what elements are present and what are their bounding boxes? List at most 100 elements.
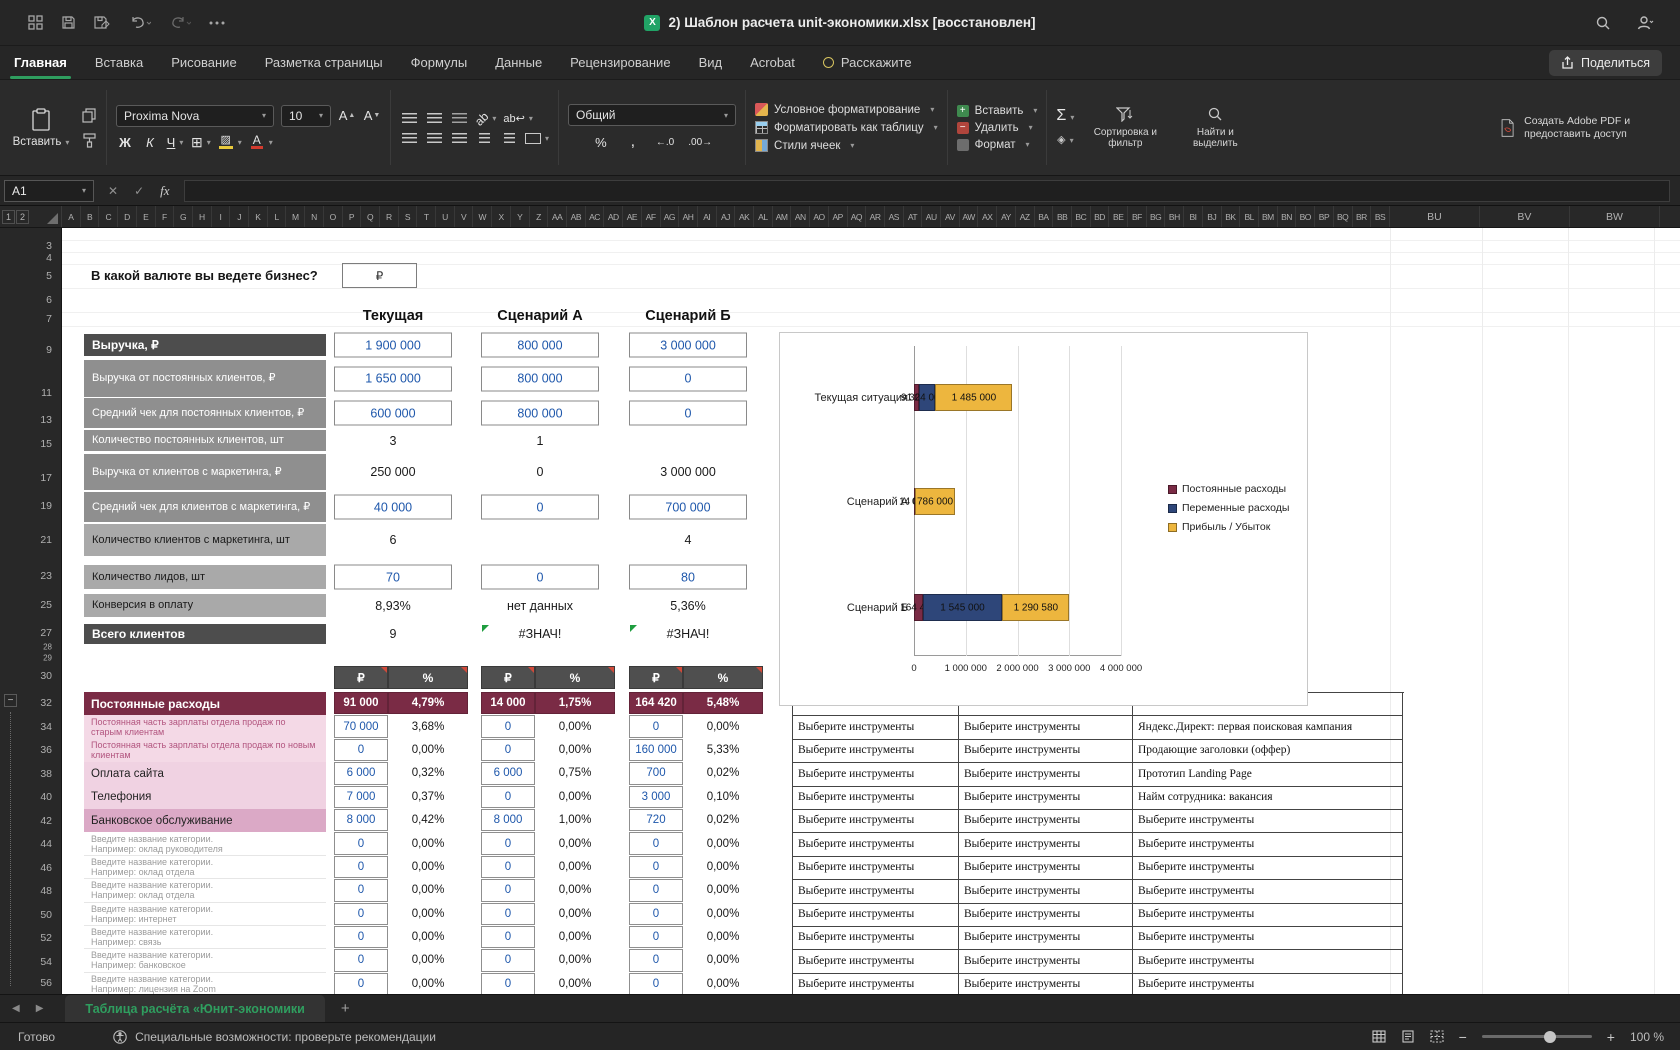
column-header[interactable]: AG [661, 206, 680, 227]
tools-cell-a[interactable]: Выберите инструменты [959, 786, 1133, 810]
column-header[interactable]: AD [604, 206, 624, 227]
cell-scenario-a[interactable]: 0 [536, 465, 544, 479]
row-header[interactable]: 34 [40, 721, 52, 733]
tools-cell-b[interactable]: Выберите инструменты [1133, 903, 1403, 927]
expense-rub-b[interactable]: 0 [629, 879, 683, 902]
column-header[interactable]: BK [1222, 206, 1241, 227]
column-header[interactable]: W [473, 206, 493, 227]
expense-rub-a[interactable]: 0 [481, 738, 535, 762]
cell-scenario-b[interactable]: 700 000 [629, 494, 747, 520]
column-header[interactable]: V [455, 206, 474, 227]
outline-collapse-button[interactable]: − [4, 694, 17, 707]
column-header[interactable]: L [268, 206, 287, 227]
row-header[interactable]: 21 [40, 534, 52, 546]
comma-style-button[interactable]: , [630, 133, 636, 150]
spreadsheet-grid[interactable]: В какой валюте вы ведете бизнес? ₽ Текущ… [62, 228, 1680, 994]
expense-rub-b[interactable]: 0 [629, 832, 683, 855]
formula-input[interactable] [183, 179, 1670, 202]
cell-scenario-b[interactable]: 0 [629, 366, 747, 391]
column-header[interactable]: BN [1278, 206, 1297, 227]
expense-pct-b[interactable]: 0,00% [706, 954, 740, 967]
zoom-out-button[interactable]: − [1458, 1028, 1467, 1045]
tools-cell-current[interactable]: Выберите инструменты [793, 786, 959, 810]
row-label[interactable]: Всего клиентов [84, 624, 326, 644]
clear-button[interactable]: ◈ ▾ [1057, 134, 1074, 146]
font-color-button[interactable]: А ▾ [250, 133, 273, 149]
column-header[interactable]: AM [773, 206, 792, 227]
tools-cell-b[interactable]: Выберите инструменты [1133, 833, 1403, 857]
expense-label-cell[interactable]: Введите название категории. Например: ок… [84, 855, 326, 880]
row-header[interactable]: 56 [40, 977, 52, 989]
column-header[interactable]: O [324, 206, 343, 227]
decrease-indent-icon[interactable] [475, 132, 493, 144]
expense-pct-b[interactable]: 0,00% [706, 720, 740, 733]
cell-current[interactable]: 250 000 [370, 465, 416, 479]
row-label[interactable]: Средний чек для постоянных клиентов, ₽ [84, 398, 326, 428]
delete-cells-button[interactable]: − Удалить ▾ [956, 121, 1038, 134]
column-header[interactable]: AC [586, 206, 605, 227]
column-header[interactable]: E [137, 206, 156, 227]
expense-rub-a[interactable]: 8 000 [481, 808, 535, 832]
expense-pct-current[interactable]: 0,00% [411, 860, 445, 873]
ribbon-tab[interactable]: Расскажите [809, 46, 926, 80]
expense-pct-b[interactable]: 0,02% [706, 767, 740, 780]
increase-indent-icon[interactable] [500, 132, 518, 144]
sheet-tab-active[interactable]: Таблица расчёта «Юнит-экономики [65, 994, 325, 1023]
expense-pct-a[interactable]: 1,00% [558, 814, 592, 827]
conditional-formatting-button[interactable]: Условное форматирование ▾ [755, 103, 938, 116]
expense-rub-a[interactable]: 0 [481, 855, 535, 879]
expense-rub-current[interactable]: 0 [334, 949, 388, 972]
italic-button[interactable]: К [146, 134, 154, 150]
expense-pct-a[interactable]: 0,00% [558, 931, 592, 944]
column-header[interactable]: AX [978, 206, 998, 227]
row-header[interactable]: 40 [40, 791, 52, 803]
row-label[interactable]: Количество лидов, шт [84, 565, 326, 589]
column-header[interactable]: D [118, 206, 137, 227]
expense-pct-a[interactable]: 0,00% [558, 977, 592, 990]
cell-current[interactable]: 6 [389, 533, 397, 547]
expense-rub-current[interactable]: 91 000 [334, 692, 388, 715]
row-header[interactable]: 7 [46, 313, 52, 325]
expense-pct-b[interactable]: 0,00% [706, 977, 740, 990]
row-header[interactable]: 50 [40, 909, 52, 921]
column-header[interactable]: BQ [1334, 206, 1353, 227]
ribbon-tab[interactable]: Разметка страницы [264, 55, 383, 70]
header-rub-a[interactable]: ₽ [481, 666, 535, 689]
expense-rub-a[interactable]: 0 [481, 925, 535, 949]
orientation-button[interactable]: ab ▾ [472, 108, 497, 129]
column-header[interactable]: Y [511, 206, 530, 227]
column-header[interactable]: P [343, 206, 362, 227]
column-header[interactable]: S [399, 206, 418, 227]
zoom-level-label[interactable]: 100 % [1629, 1029, 1664, 1044]
find-select-button[interactable]: Найти и выделить [1176, 106, 1254, 150]
wrap-text-button[interactable]: ab↩ ▾ [503, 113, 533, 125]
row-header[interactable]: 13 [40, 414, 52, 426]
insert-function-icon[interactable]: fx [160, 182, 170, 198]
row-header[interactable]: 23 [40, 570, 52, 582]
expense-label-cell[interactable]: Введите название категории. Например: ин… [84, 902, 326, 926]
format-cells-button[interactable]: Формат ▾ [956, 138, 1038, 151]
undo-icon[interactable] [129, 16, 151, 30]
expense-rub-a[interactable]: 0 [481, 949, 535, 972]
column-header[interactable]: BR [1353, 206, 1372, 227]
expense-pct-a[interactable]: 1,75% [535, 692, 615, 715]
header-rub-b[interactable]: ₽ [629, 666, 683, 689]
tools-cell-a[interactable]: Выберите инструменты [959, 739, 1133, 764]
column-header[interactable]: AY [997, 206, 1016, 227]
cell-scenario-a[interactable]: 800 000 [481, 332, 599, 358]
borders-button[interactable]: ⊞ ▾ [191, 133, 211, 150]
expense-rub-a[interactable]: 6 000 [481, 762, 535, 785]
expense-pct-b[interactable]: 0,00% [706, 907, 740, 920]
expense-label-cell[interactable]: Постоянные расходы [84, 692, 326, 716]
align-center-icon[interactable] [425, 132, 443, 144]
expense-label-cell[interactable]: Введите название категории. Например: ба… [84, 949, 326, 973]
tools-cell-current[interactable]: Выберите инструменты [793, 809, 959, 834]
column-header[interactable]: BG [1147, 206, 1166, 227]
expense-label-cell[interactable]: Введите название категории. Например: ок… [84, 832, 326, 856]
expense-rub-b[interactable]: 0 [629, 949, 683, 972]
column-header[interactable]: AR [866, 206, 885, 227]
adobe-pdf-button[interactable]: Создать Adobe PDF и предоставить доступ [1500, 86, 1670, 169]
cell-scenario-a[interactable]: нет данных [507, 598, 573, 613]
name-box[interactable]: A1 ▾ [4, 179, 94, 202]
expense-pct-current[interactable]: 0,37% [411, 790, 445, 803]
